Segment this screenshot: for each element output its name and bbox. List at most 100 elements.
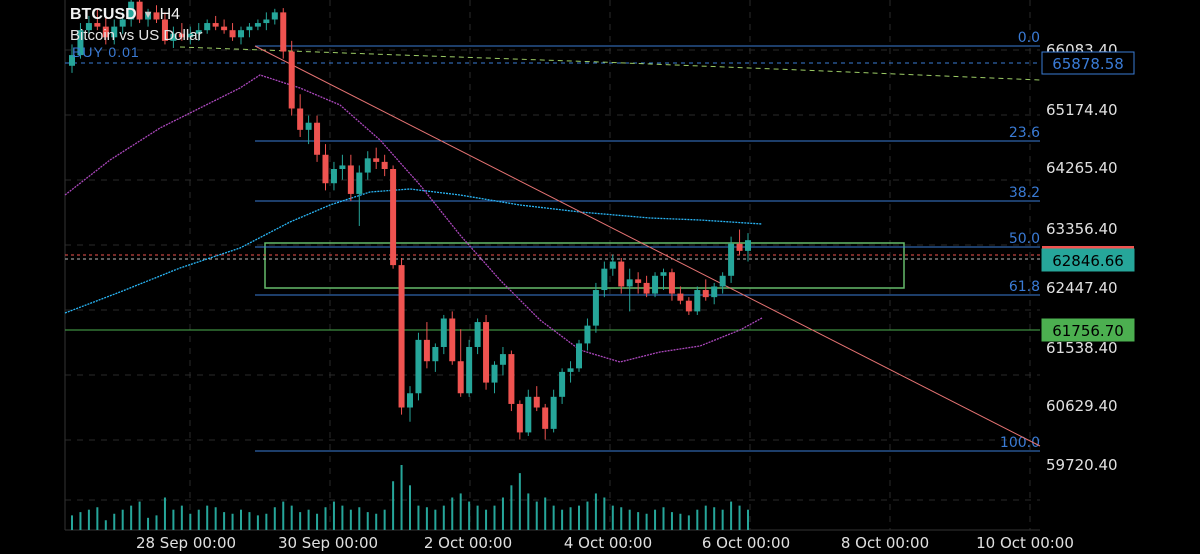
volume-bar [366, 512, 369, 530]
price-tag-green: 61756.70 [1052, 322, 1124, 340]
bullish-candle [204, 23, 211, 31]
volume-bar [206, 505, 209, 530]
time-axis-label: 6 Oct 00:00 [702, 534, 790, 552]
bullish-candle [145, 12, 152, 20]
bearish-candle [702, 290, 709, 298]
bullish-candle [69, 55, 75, 66]
volume-bar [637, 512, 640, 530]
symbol-name[interactable]: BTCUSD [70, 6, 137, 23]
bearish-candle [618, 261, 625, 287]
volume-bar [409, 485, 411, 530]
volume-bar [527, 493, 530, 530]
red-level-marker [1042, 246, 1134, 249]
bearish-candle [457, 361, 464, 394]
bullish-candle [584, 325, 591, 344]
time-axis-label: 10 Oct 00:00 [976, 534, 1074, 552]
fibonacci-retracement: 0.0 23.6 38.2 50.0 61.8 100.0 [255, 30, 1040, 452]
bullish-candle [660, 272, 667, 276]
volume-bar [459, 493, 462, 530]
bullish-candle [263, 19, 270, 24]
bullish-candle [719, 275, 726, 287]
bullish-candle [364, 158, 371, 173]
bullish-candle [339, 165, 346, 170]
bullish-candle [601, 268, 608, 291]
volume-bar [138, 501, 141, 530]
bullish-candle [246, 26, 253, 31]
bullish-candle [609, 261, 616, 269]
volume-bar [256, 515, 259, 530]
volume-bar [476, 505, 479, 530]
bearish-candle [398, 265, 405, 408]
volume-bar [721, 509, 724, 530]
volume-bar [578, 505, 580, 530]
timeframe-label[interactable]: H4 [159, 6, 181, 23]
bearish-candle [314, 122, 321, 155]
bearish-candle [288, 51, 295, 109]
volume-bar [468, 501, 471, 530]
bearish-candle [542, 407, 549, 429]
price-tag-blue-bg [1041, 51, 1135, 75]
bearish-candle [390, 169, 397, 266]
bearish-candle [483, 322, 490, 383]
volume-bar [662, 507, 665, 530]
bullish-candle [187, 33, 194, 38]
bearish-candle [449, 318, 456, 362]
price-axis-label: 62447.40 [1046, 279, 1118, 297]
volume-bar [400, 465, 403, 530]
volume-bar [96, 507, 99, 530]
bullish-candle [745, 240, 751, 251]
bearish-candle [423, 339, 430, 362]
volume-bar [696, 509, 699, 530]
volume-bar [518, 473, 521, 530]
caret-down-icon[interactable]: ▼ [142, 9, 154, 21]
price-axis-label: 59720.40 [1046, 456, 1118, 474]
candlesticks [69, 0, 751, 440]
bullish-candle [305, 122, 312, 130]
bullish-candle [77, 30, 84, 56]
volume-bar [121, 509, 124, 530]
volume-bar [130, 505, 133, 530]
volume-bar [375, 513, 378, 530]
volume-bar [87, 509, 90, 530]
volume-bar [172, 509, 175, 530]
volume-bar [214, 507, 217, 530]
bullish-candle [550, 396, 557, 429]
price-axis: 66083.4065174.4064265.4063356.4062447.40… [1046, 41, 1118, 474]
volume-bar [738, 505, 741, 530]
volume-bar [620, 507, 623, 530]
volume-bar [392, 481, 395, 530]
volume-bar [324, 507, 327, 530]
chart-header: BTCUSD ▼ H4 Bitcoin vs US Dollar [70, 6, 203, 44]
time-axis-label: 30 Sep 00:00 [278, 534, 378, 552]
bearish-candle [508, 354, 515, 404]
volume-bar [442, 505, 445, 530]
time-axis-label: 4 Oct 00:00 [564, 534, 652, 552]
volume-bar [569, 507, 572, 530]
indicator-lines [64, 45, 1041, 447]
volume-bar [425, 507, 428, 530]
supply-zone-box [264, 242, 905, 289]
bearish-candle [381, 161, 388, 170]
symbol-description: Bitcoin vs US Dollar [70, 27, 203, 44]
order-label[interactable]: BUY 0.01 [72, 44, 140, 60]
bullish-candle [626, 279, 633, 287]
bearish-candle [736, 243, 743, 251]
bearish-candle [347, 165, 354, 194]
bearish-candle [280, 12, 287, 52]
fib-level-label: 61.8 [1009, 279, 1040, 295]
volume-bar [586, 501, 589, 530]
volume-bar [544, 497, 547, 530]
price-axis-label: 60629.40 [1046, 397, 1118, 415]
bullish-candle [356, 172, 363, 194]
bullish-candle [170, 33, 177, 41]
bearish-candle [212, 23, 219, 27]
fib-level-label: 100.0 [1000, 435, 1040, 451]
bullish-candle [254, 23, 261, 27]
volume-bar [290, 505, 293, 530]
bullish-candle [85, 23, 92, 31]
red-trendline [254, 45, 1041, 447]
bearish-candle [635, 279, 642, 283]
moving-average-blue [64, 188, 763, 314]
volume-bar [561, 509, 564, 530]
